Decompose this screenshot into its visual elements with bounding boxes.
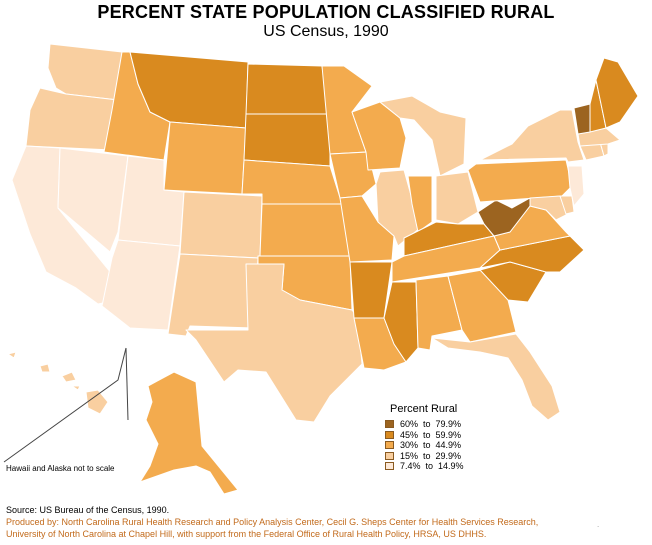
- legend-item: 30% to 44.9%: [385, 440, 495, 451]
- legend-swatch: [385, 420, 394, 429]
- legend-swatch: [385, 462, 394, 471]
- state-WY: [163, 121, 247, 195]
- state-VT: [573, 103, 591, 135]
- state-AK: [139, 371, 239, 495]
- legend-label: 7.4% to 14.9%: [400, 461, 464, 472]
- state-IL: [375, 169, 421, 247]
- legend-swatch: [385, 430, 394, 439]
- inset-note: Hawaii and Alaska not to scale: [6, 464, 115, 473]
- state-NJ: [567, 165, 585, 207]
- state-ME: [595, 57, 639, 129]
- legend-swatch: [385, 451, 394, 460]
- legend-swatch: [385, 441, 394, 450]
- state-MI: [379, 95, 467, 177]
- state-NY: [479, 109, 585, 163]
- state-NV: [57, 147, 129, 253]
- state-NM: [167, 253, 259, 337]
- state-SD: [243, 113, 331, 167]
- credit-line-1: Produced by: North Carolina Rural Health…: [6, 517, 539, 527]
- source-note: Source: US Bureau of the Census, 1990.: [6, 505, 170, 515]
- legend-label: 15% to 29.9%: [400, 450, 462, 461]
- legend-item: 60% to 79.9%: [385, 419, 495, 430]
- footer-mark: .: [597, 520, 600, 529]
- map-title: PERCENT STATE POPULATION CLASSIFIED RURA…: [97, 2, 555, 22]
- state-AZ: [101, 239, 181, 331]
- state-IA: [329, 151, 377, 199]
- inset-frame-line: [3, 347, 127, 463]
- legend: Percent Rural 60% to 79.9% 45% to 59.9% …: [385, 403, 495, 472]
- map-subtitle: US Census, 1990: [263, 23, 389, 40]
- state-CO: [179, 191, 263, 259]
- credit-line-2: University of North Carolina at Chapel H…: [6, 529, 487, 539]
- legend-label: 30% to 44.9%: [400, 440, 462, 451]
- inset-frame-line-b: [125, 347, 129, 421]
- state-HI: [7, 351, 109, 415]
- legend-item: 45% to 59.9%: [385, 430, 495, 441]
- state-TX: [185, 263, 363, 423]
- state-DE: [559, 195, 575, 215]
- state-WA: [47, 43, 123, 101]
- state-KS: [259, 203, 351, 257]
- state-OH: [435, 171, 479, 225]
- state-PA: [467, 159, 573, 203]
- legend-item: 15% to 29.9%: [385, 451, 495, 462]
- legend-title: Percent Rural: [390, 403, 458, 415]
- state-ND: [245, 63, 331, 115]
- legend-item: 7.4% to 14.9%: [385, 461, 495, 472]
- legend-label: 45% to 59.9%: [400, 429, 462, 440]
- legend-label: 60% to 79.9%: [400, 419, 462, 430]
- state-FL: [431, 333, 561, 421]
